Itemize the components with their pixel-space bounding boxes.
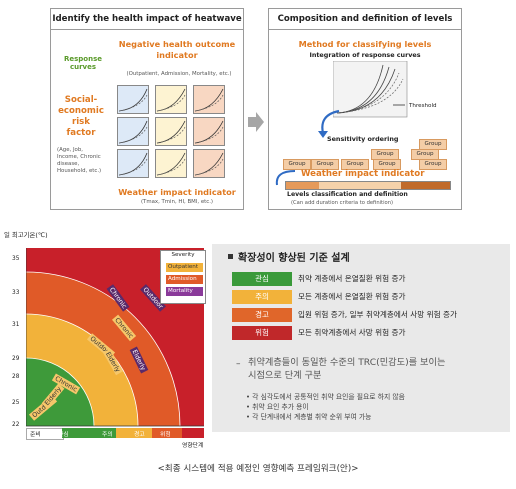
- criteria-title: 확장성이 향상된 기준 설계: [238, 253, 350, 264]
- levels-bar: [285, 181, 451, 190]
- weather-indicator-sub: (Tmax, Tmin, HI, BMI, etc.): [140, 199, 214, 205]
- integration-label: Integration of response curves: [309, 51, 421, 59]
- xtick-label: 준비: [30, 432, 41, 438]
- level-badge: 위험: [232, 326, 292, 340]
- bullet-item: • 취약 요인 추가 용이: [246, 403, 309, 411]
- negative-outcome-sub: (Outpatient, Admission, Mortality, etc.): [126, 71, 232, 77]
- risk-factor-sub: (Age, Job, Income, Chronic disease, Hous…: [57, 147, 102, 174]
- group-box: Group: [311, 159, 339, 170]
- panel-title: Composition and definition of levels: [269, 9, 461, 30]
- weather-indicator-label: Weather impact indicator: [118, 187, 236, 197]
- ytick-label: 31: [12, 322, 20, 328]
- level-description: 모든 계층에서 온열질환 위험 증가: [298, 292, 406, 301]
- left-curved-arrow-icon: [275, 170, 296, 186]
- mini-plot: [193, 85, 225, 114]
- ytick-label: 33: [12, 290, 20, 296]
- dash-marker: –: [236, 359, 241, 369]
- level-badge: 경고: [232, 308, 292, 322]
- chart-xlabel: 영향단계: [182, 443, 204, 449]
- bullet-item: • 각 심각도에서 공통적인 취약 요인을 필요로 하지 않음: [246, 393, 405, 401]
- mini-plot: [117, 117, 149, 146]
- criteria-note: 취약계층들이 동일한 수준의 TRC(민감도)를 보이는 시점으로 단계 구분: [248, 357, 446, 381]
- negative-outcome-label: Negative health outcome indicator: [118, 39, 236, 60]
- group-box: Group: [419, 159, 447, 170]
- ytick-label: 25: [12, 400, 20, 406]
- severity-legend: Severity Outpatient Admission Mortality: [160, 250, 206, 304]
- mini-plot: [193, 117, 225, 146]
- chart-ylabel: 일 최고기온(℃): [4, 231, 48, 239]
- sensitivity-label: Sensitivity ordering: [327, 135, 399, 143]
- bullet-item: • 각 단계내에서 계층별 취약 순위 부여 가능: [246, 413, 372, 421]
- mini-plot: [155, 85, 187, 114]
- bullet-list: • 각 심각도에서 공통적인 취약 요인을 필요로 하지 않음 • 취약 요인 …: [246, 392, 405, 422]
- mini-plot: [193, 149, 225, 178]
- group-box: Group: [283, 159, 311, 170]
- ytick-label: 28: [12, 374, 20, 380]
- panel-identify-health-impact: Identify the health impact of heatwave R…: [50, 8, 244, 210]
- severity-admission: Admission: [166, 275, 203, 284]
- right-arrow-icon: [248, 112, 264, 132]
- group-box: Group: [341, 159, 369, 170]
- stage-bar: [26, 428, 204, 440]
- level-badge: 관심: [232, 272, 292, 286]
- levels-classification-sub: (Can add duration criteria to definition…: [291, 200, 394, 206]
- xtick-label: 경고: [134, 432, 145, 438]
- level-description: 모든 취약계층에서 사망 위험 증가: [298, 328, 406, 337]
- severity-outpatient: Outpatient: [166, 263, 203, 272]
- integrated-curves-plot: [333, 61, 408, 118]
- severity-mortality: Mortality: [166, 287, 203, 296]
- response-curves-label: Response curves: [63, 55, 103, 71]
- mini-plot: [155, 149, 187, 178]
- severity-title: Severity: [171, 252, 195, 258]
- mini-curves: [118, 88, 224, 176]
- ytick-label: 35: [12, 256, 20, 262]
- criteria-square-icon: [228, 254, 233, 259]
- method-label: Method for classifying levels: [298, 39, 432, 49]
- group-box: Group: [373, 159, 401, 170]
- panel-title: Identify the health impact of heatwave: [51, 9, 243, 30]
- mini-plot: [117, 149, 149, 178]
- level-description: 취약 계층에서 온열질환 위험 증가: [298, 274, 406, 283]
- level-description: 입원 위험 증가, 일부 취약계층에서 사망 위험 증가: [298, 310, 458, 319]
- threshold-label: Threshold: [409, 103, 437, 109]
- mini-plot: [155, 117, 187, 146]
- curved-arrow-icon: [318, 109, 340, 138]
- panel-composition-levels: Composition and definition of levels Met…: [268, 8, 462, 210]
- level-badge: 주의: [232, 290, 292, 304]
- xtick-label: 위험: [160, 432, 171, 438]
- mini-plot: [117, 85, 149, 114]
- figure-caption: <최종 시스템에 적용 예정인 영향예측 프레임워크(안)>: [157, 464, 359, 474]
- levels-classification-label: Levels classification and definition: [287, 191, 408, 198]
- xtick-label: 주의: [102, 432, 113, 438]
- ytick-label: 22: [12, 422, 20, 428]
- risk-factor-label: Social- economic risk factor: [58, 95, 104, 138]
- weather-impact-label: Weather impact indicator: [301, 169, 425, 179]
- ytick-label: 29: [12, 356, 20, 362]
- xtick-label: 관심: [58, 432, 69, 438]
